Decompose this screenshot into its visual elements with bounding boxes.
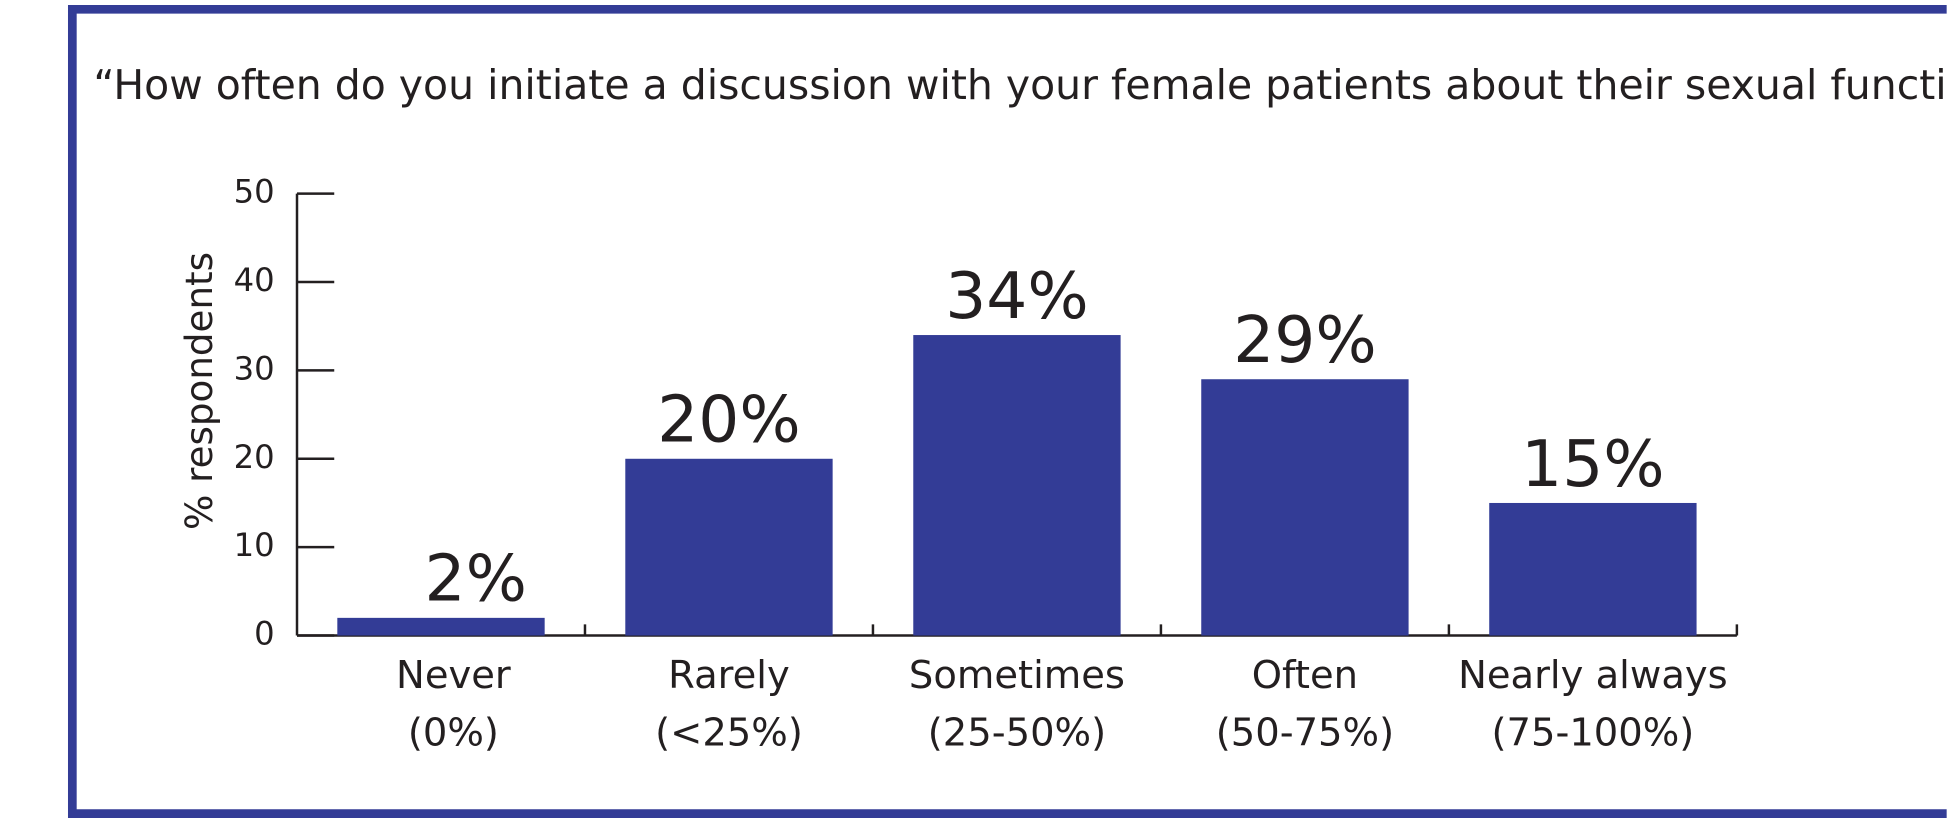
y-tick-label: 0 — [254, 615, 275, 653]
value-label: 34% — [945, 259, 1088, 334]
bar — [625, 458, 833, 636]
chart-title: “How often do you initiate a discussion … — [93, 61, 1947, 109]
y-tick-label: 30 — [234, 349, 275, 387]
x-tick-label: Often — [1252, 653, 1358, 698]
x-tick-label: (25-50%) — [928, 710, 1106, 755]
x-tick-label: (75-100%) — [1491, 710, 1694, 755]
x-tick-label: (<25%) — [655, 710, 803, 755]
y-axis-label: % respondents — [177, 252, 221, 530]
x-tick-label: (0%) — [408, 710, 499, 755]
x-tick-label: Sometimes — [909, 653, 1125, 698]
value-label: 15% — [1521, 427, 1664, 502]
bar — [913, 335, 1121, 636]
bar — [337, 617, 545, 636]
x-tick-label: Never — [396, 653, 511, 698]
x-tick-label: Rarely — [668, 653, 790, 698]
value-label: 29% — [1233, 303, 1376, 378]
y-tick-label: 50 — [234, 173, 275, 211]
x-tick-label: (50-75%) — [1216, 710, 1394, 755]
value-label: 20% — [657, 383, 800, 458]
frame — [67, 4, 1947, 818]
y-tick-label: 10 — [234, 526, 275, 564]
x-tick-label: Nearly always — [1458, 653, 1728, 698]
y-tick-label: 20 — [234, 438, 275, 476]
bar — [1489, 502, 1697, 636]
value-label: 2% — [425, 542, 527, 617]
bar — [1201, 379, 1409, 636]
y-tick-label: 40 — [234, 261, 275, 299]
